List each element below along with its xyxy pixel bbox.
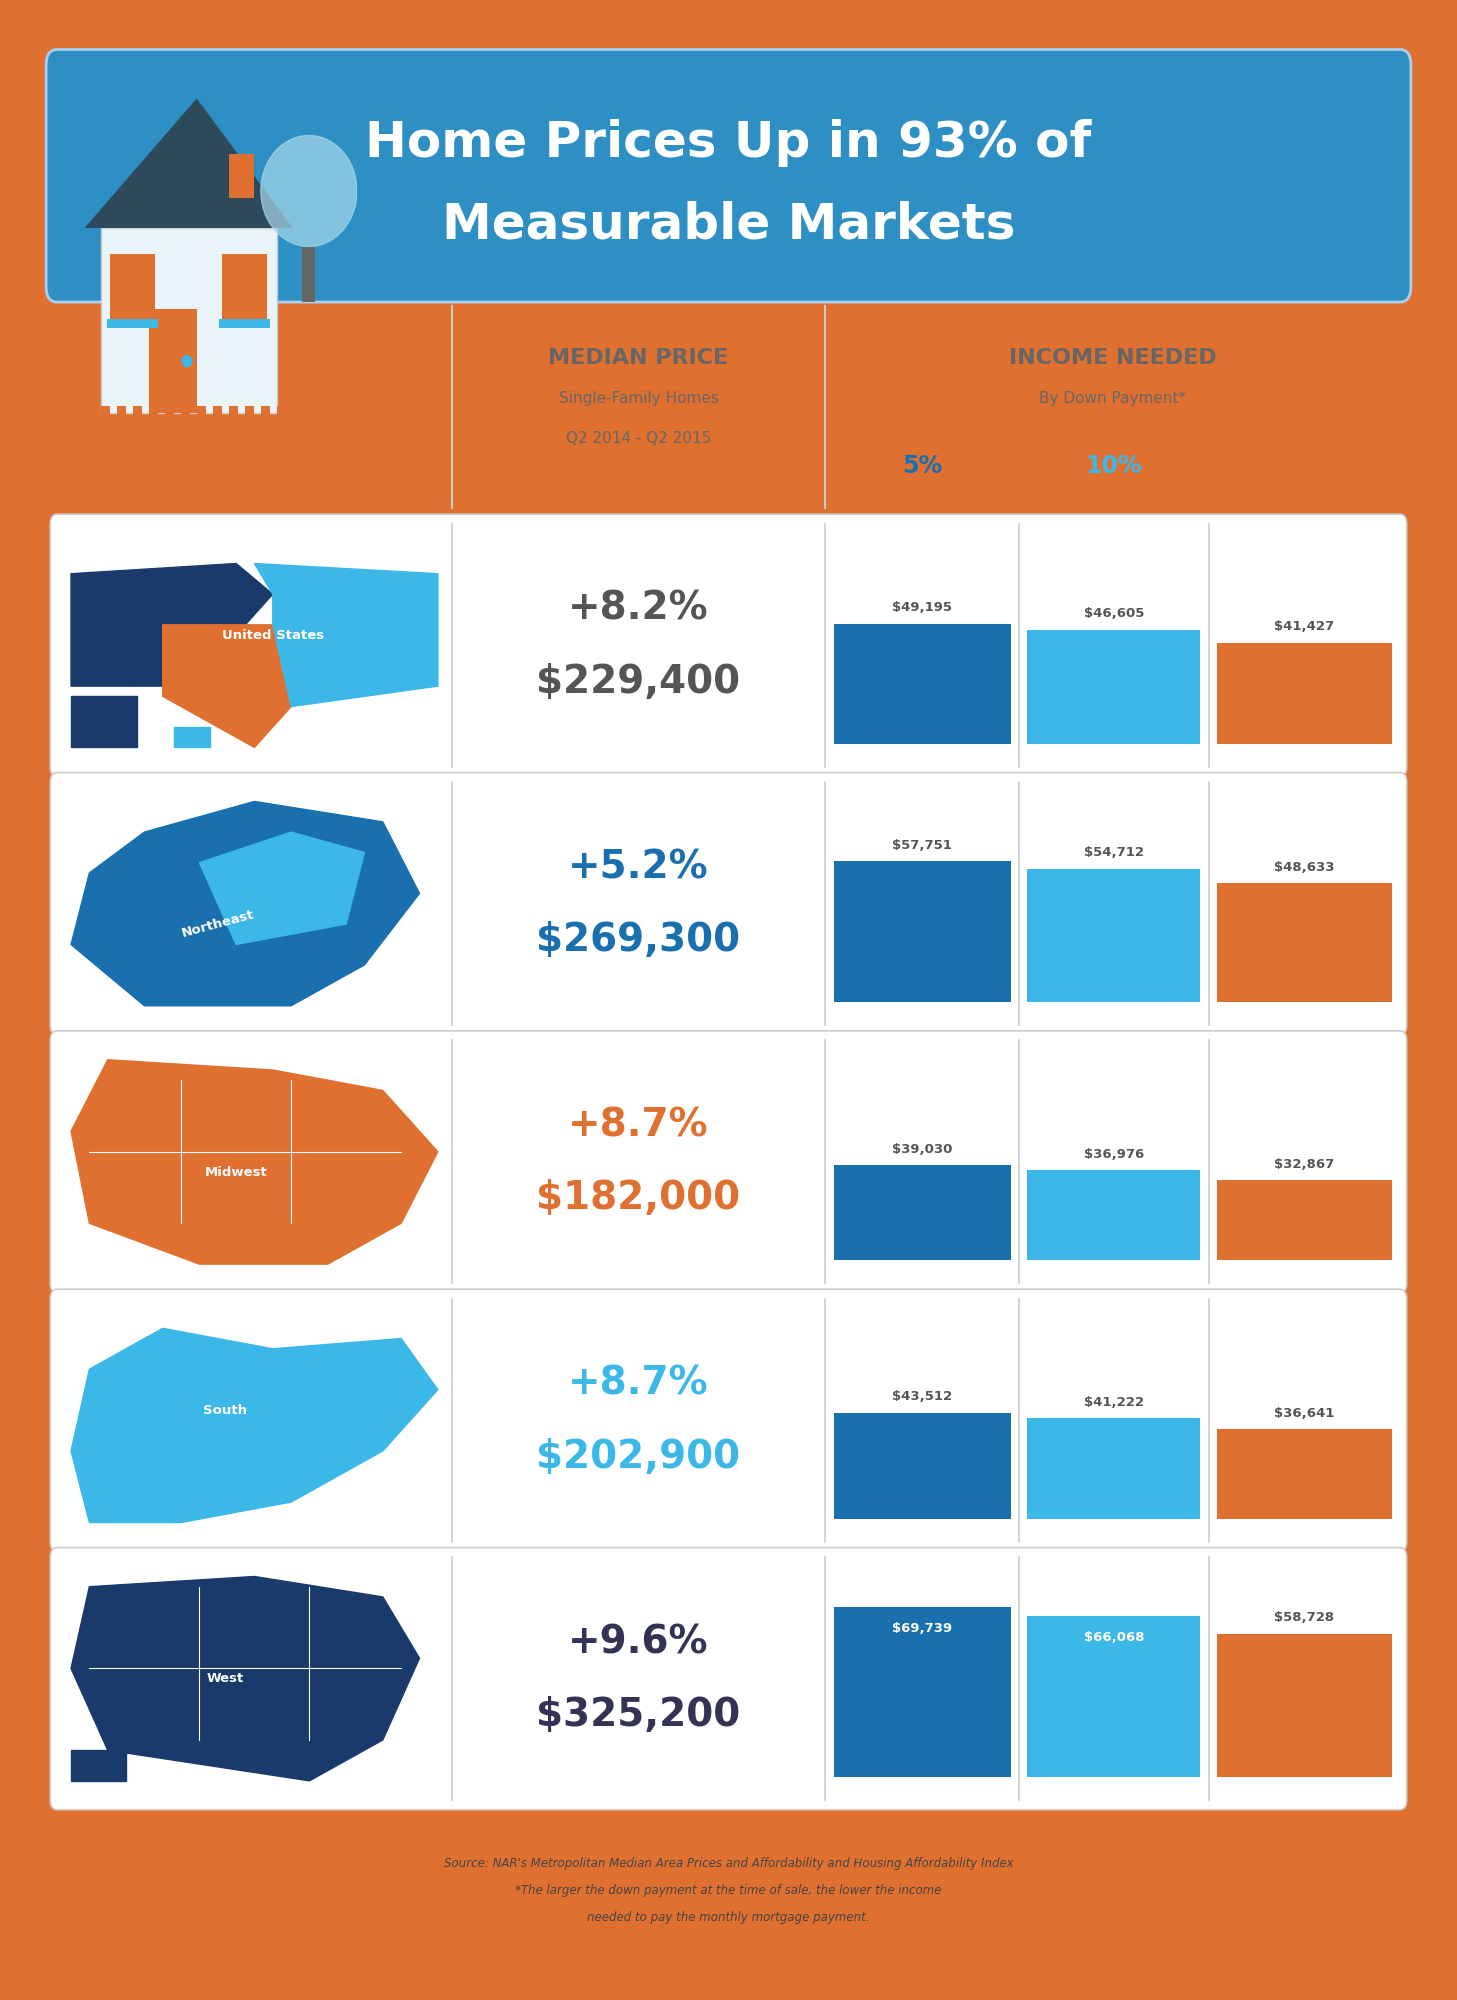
Text: +8.7%: +8.7% — [568, 1364, 710, 1402]
Text: $58,728: $58,728 — [1275, 1612, 1335, 1624]
Text: +5.2%: +5.2% — [568, 848, 710, 886]
Circle shape — [182, 356, 192, 366]
Text: $202,900: $202,900 — [536, 1438, 740, 1476]
Text: +9.6%: +9.6% — [568, 1624, 708, 1662]
Text: Single-Family Homes: Single-Family Homes — [558, 390, 718, 406]
Polygon shape — [181, 406, 191, 442]
Text: $49,195: $49,195 — [892, 602, 953, 614]
Polygon shape — [229, 406, 239, 442]
Polygon shape — [163, 624, 309, 748]
Text: $325,200: $325,200 — [536, 1696, 740, 1734]
Polygon shape — [101, 228, 277, 414]
Text: $41,222: $41,222 — [1084, 1396, 1144, 1408]
Text: $54,712: $54,712 — [1084, 846, 1144, 858]
Text: $43,512: $43,512 — [892, 1390, 953, 1402]
Polygon shape — [71, 802, 420, 1006]
Bar — [833, 1608, 1011, 1776]
Text: $36,976: $36,976 — [1084, 1148, 1144, 1160]
Text: $69,739: $69,739 — [892, 1622, 953, 1636]
Polygon shape — [197, 406, 207, 442]
Polygon shape — [213, 406, 223, 442]
Polygon shape — [106, 318, 159, 328]
Polygon shape — [117, 406, 127, 442]
Polygon shape — [255, 564, 439, 706]
Polygon shape — [165, 406, 175, 442]
Circle shape — [261, 136, 357, 246]
Polygon shape — [111, 254, 154, 320]
Polygon shape — [71, 1328, 439, 1522]
Polygon shape — [245, 406, 255, 442]
Text: $46,605: $46,605 — [1084, 608, 1144, 620]
FancyBboxPatch shape — [50, 772, 1407, 1034]
Polygon shape — [133, 406, 143, 442]
FancyBboxPatch shape — [50, 1030, 1407, 1294]
Polygon shape — [71, 1060, 439, 1264]
Text: needed to pay the monthly mortgage payment.: needed to pay the monthly mortgage payme… — [587, 1912, 870, 1924]
Text: Q2 2014 - Q2 2015: Q2 2014 - Q2 2015 — [565, 432, 711, 446]
Bar — [1027, 1170, 1201, 1260]
Polygon shape — [261, 406, 271, 442]
Bar — [1027, 630, 1201, 744]
Bar — [833, 624, 1011, 744]
Text: $269,300: $269,300 — [536, 922, 740, 960]
Polygon shape — [173, 726, 210, 748]
Text: $32,867: $32,867 — [1275, 1158, 1335, 1170]
Polygon shape — [71, 696, 137, 748]
Bar — [1027, 868, 1201, 1002]
Text: $229,400: $229,400 — [536, 662, 740, 700]
Text: $48,633: $48,633 — [1273, 860, 1335, 874]
Polygon shape — [85, 98, 293, 228]
Text: $57,751: $57,751 — [892, 838, 953, 852]
Bar — [833, 1412, 1011, 1518]
Bar — [1217, 1634, 1391, 1776]
Polygon shape — [149, 406, 159, 442]
Text: South: South — [203, 1404, 248, 1416]
Bar — [833, 862, 1011, 1002]
Text: 5%: 5% — [902, 454, 943, 478]
Bar — [1217, 1180, 1391, 1260]
Text: $36,641: $36,641 — [1273, 1406, 1335, 1420]
FancyBboxPatch shape — [47, 50, 1410, 302]
Polygon shape — [71, 1576, 420, 1780]
Text: Measurable Markets: Measurable Markets — [441, 200, 1016, 248]
Polygon shape — [223, 254, 267, 320]
FancyBboxPatch shape — [50, 514, 1407, 776]
Bar — [1027, 1418, 1201, 1518]
Text: $182,000: $182,000 — [536, 1180, 740, 1218]
Text: MEDIAN PRICE: MEDIAN PRICE — [548, 348, 728, 368]
Text: Source: NAR's Metropolitan Median Area Prices and Affordability and Housing Affo: Source: NAR's Metropolitan Median Area P… — [443, 1858, 1014, 1870]
Text: $66,068: $66,068 — [1084, 1632, 1144, 1644]
Polygon shape — [71, 564, 272, 686]
Polygon shape — [71, 1450, 181, 1522]
Bar — [833, 1166, 1011, 1260]
Polygon shape — [101, 406, 111, 442]
Bar — [1217, 884, 1391, 1002]
Polygon shape — [149, 310, 197, 414]
FancyBboxPatch shape — [50, 1548, 1407, 1810]
Bar — [1217, 642, 1391, 744]
FancyBboxPatch shape — [50, 1290, 1407, 1552]
Text: By Down Payment*: By Down Payment* — [1039, 390, 1186, 406]
Polygon shape — [277, 406, 287, 442]
Text: West: West — [207, 1672, 243, 1686]
Text: INCOME NEEDED: INCOME NEEDED — [1008, 348, 1217, 368]
Bar — [1027, 1616, 1201, 1776]
Text: Northeast: Northeast — [181, 908, 255, 940]
Text: Midwest: Midwest — [205, 1166, 268, 1178]
Text: +8.2%: +8.2% — [568, 590, 710, 628]
Text: $39,030: $39,030 — [892, 1142, 953, 1156]
Polygon shape — [229, 154, 255, 198]
Text: 20%: 20% — [1276, 454, 1333, 478]
Text: +8.7%: +8.7% — [568, 1106, 710, 1144]
Text: *The larger the down payment at the time of sale, the lower the income: *The larger the down payment at the time… — [516, 1884, 941, 1898]
Polygon shape — [200, 832, 364, 944]
Polygon shape — [303, 246, 315, 302]
Polygon shape — [219, 318, 271, 328]
Text: Home Prices Up in 93% of: Home Prices Up in 93% of — [366, 118, 1091, 166]
Text: 10%: 10% — [1085, 454, 1142, 478]
Bar — [1217, 1430, 1391, 1518]
Text: $41,427: $41,427 — [1275, 620, 1335, 632]
Text: United States: United States — [221, 628, 323, 642]
Polygon shape — [71, 1750, 127, 1780]
